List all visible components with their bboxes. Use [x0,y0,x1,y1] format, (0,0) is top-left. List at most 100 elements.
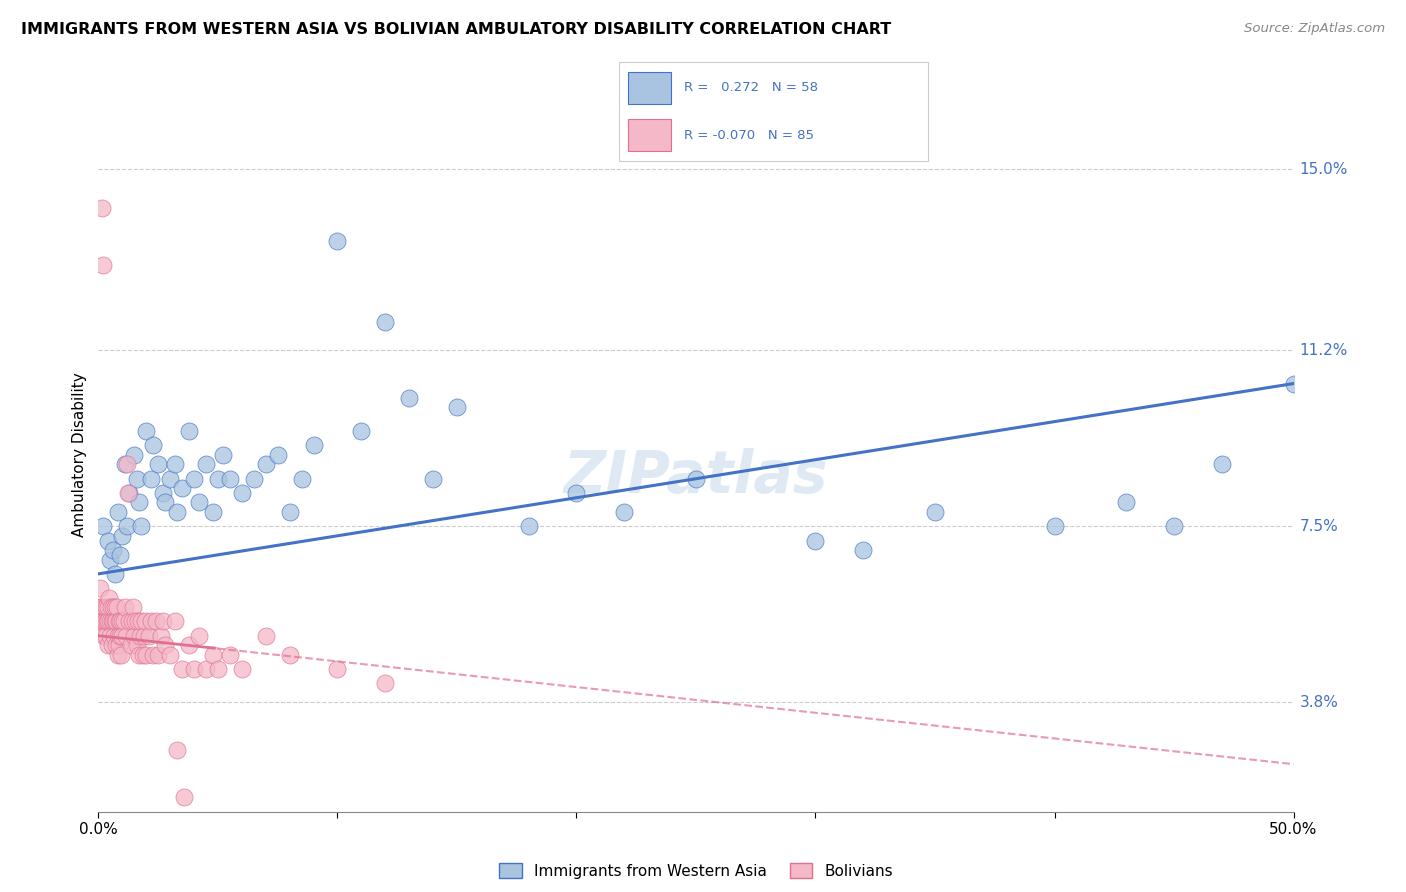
Point [104,600,127,615]
Point [108,548,131,562]
Legend: Immigrants from Western Asia, Bolivians: Immigrants from Western Asia, Bolivians [491,855,901,886]
Point [98,552,122,566]
Point [155,638,177,652]
Point [89,600,111,615]
Point [207,662,229,676]
Point [90,615,112,629]
Point [100,615,122,629]
Point [103,629,125,643]
Point [94,600,117,615]
Point [107,505,129,519]
Point [152,486,174,500]
Point [91,258,114,272]
Point [685,472,707,486]
Point [219,648,242,662]
Point [110,629,132,643]
Point [145,615,167,629]
Point [97,615,120,629]
Point [121,615,143,629]
Point [517,519,540,533]
Point [91,519,114,533]
Point [1211,458,1233,472]
Point [97,533,120,548]
Point [124,629,146,643]
Point [131,648,153,662]
Point [91,615,114,629]
Point [242,472,264,486]
Point [172,662,194,676]
Point [924,505,946,519]
Point [104,566,127,581]
Point [422,472,444,486]
Point [138,629,160,643]
Point [183,662,205,676]
Point [114,600,136,615]
Point [124,448,146,462]
Point [105,615,128,629]
Point [142,438,165,452]
Point [134,615,156,629]
Point [90,600,112,615]
Point [804,533,827,548]
Point [122,600,145,615]
Point [91,201,114,215]
Point [120,638,142,652]
Text: R =   0.272   N = 58: R = 0.272 N = 58 [683,81,818,95]
Point [231,662,253,676]
Point [254,458,277,472]
Point [125,638,148,652]
Point [155,495,177,509]
Text: Source: ZipAtlas.com: Source: ZipAtlas.com [1244,22,1385,36]
Point [107,629,129,643]
Point [163,458,186,472]
Point [1163,519,1185,533]
Point [166,505,188,519]
Point [125,472,148,486]
Point [326,234,349,248]
Bar [628,120,671,151]
Point [211,448,233,462]
Point [110,648,132,662]
Point [163,615,186,629]
Point [118,486,141,500]
Point [101,615,124,629]
Point [111,529,134,543]
Bar [628,72,671,103]
Point [98,615,121,629]
Point [132,629,155,643]
Point [278,505,301,519]
Point [148,648,170,662]
Point [152,615,174,629]
Point [101,638,124,652]
Point [278,648,301,662]
Point [194,662,217,676]
Point [172,481,194,495]
Point [98,591,121,605]
Text: ZIPatlas: ZIPatlas [564,448,828,505]
Point [183,472,205,486]
Point [107,648,129,662]
Point [128,648,150,662]
Text: IMMIGRANTS FROM WESTERN ASIA VS BOLIVIAN AMBULATORY DISABILITY CORRELATION CHART: IMMIGRANTS FROM WESTERN ASIA VS BOLIVIAN… [21,22,891,37]
Point [139,472,162,486]
Point [112,615,135,629]
Point [1043,519,1066,533]
Point [446,401,468,415]
Point [94,615,117,629]
Point [105,600,128,615]
Point [104,638,127,652]
Point [124,615,146,629]
Point [166,743,188,757]
Point [159,472,181,486]
Point [149,629,172,643]
Point [231,486,253,500]
Point [93,629,115,643]
Point [267,448,290,462]
Point [374,315,396,329]
Point [219,472,242,486]
Point [131,615,153,629]
Point [202,505,225,519]
Point [94,629,117,643]
Point [148,458,170,472]
Point [173,790,195,805]
